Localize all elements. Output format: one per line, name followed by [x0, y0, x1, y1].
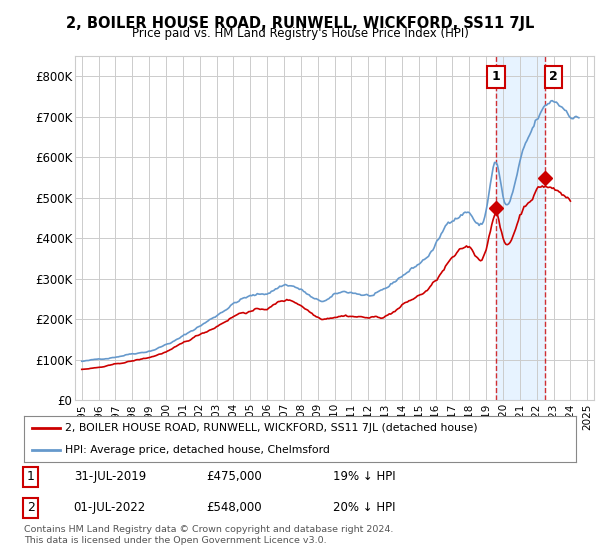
Text: Price paid vs. HM Land Registry's House Price Index (HPI): Price paid vs. HM Land Registry's House …: [131, 27, 469, 40]
Text: £475,000: £475,000: [206, 470, 262, 483]
Text: 01-JUL-2022: 01-JUL-2022: [74, 501, 146, 514]
Text: £548,000: £548,000: [206, 501, 262, 514]
Text: 19% ↓ HPI: 19% ↓ HPI: [333, 470, 396, 483]
Text: 2, BOILER HOUSE ROAD, RUNWELL, WICKFORD, SS11 7JL (detached house): 2, BOILER HOUSE ROAD, RUNWELL, WICKFORD,…: [65, 423, 478, 433]
Text: 2, BOILER HOUSE ROAD, RUNWELL, WICKFORD, SS11 7JL: 2, BOILER HOUSE ROAD, RUNWELL, WICKFORD,…: [66, 16, 534, 31]
Text: 20% ↓ HPI: 20% ↓ HPI: [333, 501, 395, 514]
Text: HPI: Average price, detached house, Chelmsford: HPI: Average price, detached house, Chel…: [65, 445, 330, 455]
Text: 1: 1: [26, 470, 35, 483]
Text: 31-JUL-2019: 31-JUL-2019: [74, 470, 146, 483]
Bar: [496, 56, 545, 400]
Text: 2: 2: [549, 70, 558, 83]
Text: 2: 2: [26, 501, 35, 514]
Text: 1: 1: [491, 70, 500, 83]
Text: Contains HM Land Registry data © Crown copyright and database right 2024.
This d: Contains HM Land Registry data © Crown c…: [24, 525, 394, 545]
